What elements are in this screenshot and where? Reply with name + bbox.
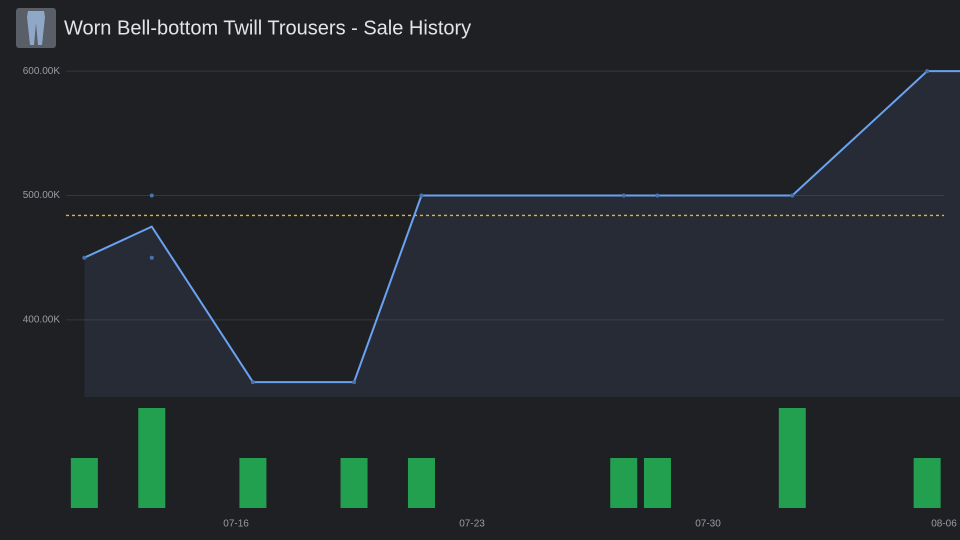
sale-dot — [790, 193, 795, 198]
y-tick-label: 600.00K — [23, 66, 61, 77]
volume-bar — [340, 458, 368, 508]
volume-bar — [778, 408, 806, 508]
volume-bar — [70, 458, 98, 508]
y-tick-label: 400.00K — [23, 315, 61, 326]
volume-bar — [643, 458, 671, 508]
sale-dot — [419, 193, 424, 198]
volume-bar — [138, 408, 166, 508]
volume-bar — [610, 458, 638, 508]
volume-bar — [239, 458, 267, 508]
sale-dot — [149, 255, 154, 260]
y-tick-label: 500.00K — [23, 190, 61, 201]
x-tick-label: 08-06 — [931, 519, 957, 530]
sale-dot — [655, 193, 660, 198]
sale-dot — [621, 193, 626, 198]
x-tick-label: 07-23 — [459, 519, 485, 530]
sale-dot — [250, 380, 255, 385]
volume-bar — [913, 458, 941, 508]
price-line — [83, 70, 960, 384]
item-icon — [16, 8, 56, 48]
sale-dot — [82, 255, 87, 260]
volume-bar — [407, 458, 435, 508]
sale-dot — [352, 380, 357, 385]
x-tick-label: 07-30 — [695, 519, 721, 530]
chart-title: Worn Bell-bottom Twill Trousers - Sale H… — [64, 17, 471, 39]
x-tick-label: 07-16 — [223, 519, 249, 530]
price-area — [84, 71, 960, 398]
sale-dot — [149, 193, 154, 198]
sale-dot — [925, 69, 930, 74]
